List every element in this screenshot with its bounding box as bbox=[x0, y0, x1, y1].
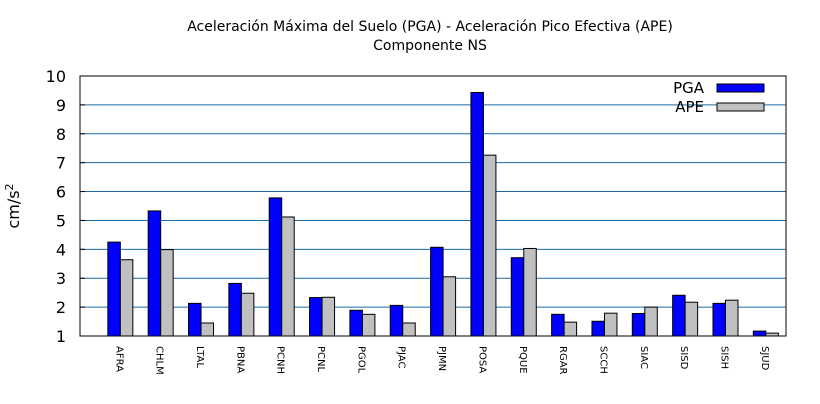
x-category-label: LTAL bbox=[194, 346, 205, 368]
bar-ape-scch bbox=[603, 312, 618, 337]
chart-title: Aceleración Máxima del Suelo (PGA) - Ace… bbox=[187, 19, 673, 35]
x-category-label: SISD bbox=[678, 346, 689, 370]
x-category-label: PJAC bbox=[396, 346, 407, 368]
bar-ape-sish bbox=[724, 299, 739, 337]
bar-pga-pjac bbox=[389, 304, 404, 337]
y-tick-label: 5 bbox=[56, 211, 66, 230]
legend-label-pga: PGA bbox=[673, 79, 705, 97]
bar-pga-pgol bbox=[349, 309, 363, 337]
bar-ape-ltal bbox=[200, 322, 215, 337]
legend-label-ape: APE bbox=[675, 98, 704, 116]
bar-ape-pjmn bbox=[442, 276, 457, 337]
x-category-label: SISH bbox=[718, 346, 729, 369]
bar-pga-sisd bbox=[672, 294, 686, 337]
bar-pga-chlm bbox=[147, 210, 162, 337]
bar-ape-pjac bbox=[402, 322, 416, 337]
plot-frame bbox=[79, 75, 787, 337]
x-category-label: PJMN bbox=[436, 346, 447, 371]
bar-ape-sisd bbox=[684, 301, 699, 337]
bar-ape-pcnl bbox=[321, 296, 336, 337]
bar-ape-posa bbox=[482, 154, 497, 337]
y-axis-label: cm/s2 bbox=[3, 183, 23, 228]
bar-pga-pcnl bbox=[309, 297, 323, 337]
bar-pga-ltal bbox=[188, 302, 202, 337]
bar-ape-pque bbox=[523, 247, 537, 337]
y-ticks: 1 2 3 4 5 6 7 8 9 10 bbox=[46, 67, 85, 346]
bar-pga-pcnh bbox=[268, 197, 283, 337]
y-axis-label-exponent: 2 bbox=[3, 183, 16, 190]
x-category-label: AFRA bbox=[113, 346, 124, 372]
y-tick-label: 7 bbox=[56, 154, 66, 173]
bar-pga-rgar bbox=[551, 313, 565, 337]
x-category-label: SJUD bbox=[759, 346, 770, 371]
bar-pga-pque bbox=[510, 257, 525, 337]
bar-ape-pbna bbox=[240, 292, 255, 337]
y-tick-label: 10 bbox=[46, 67, 66, 86]
chart-subtitle: Componente NS bbox=[373, 38, 487, 54]
y-tick-label: 1 bbox=[56, 327, 66, 346]
x-category-label: POSA bbox=[476, 346, 487, 373]
bar-ape-chlm bbox=[160, 249, 174, 337]
x-category-labels: AFRA CHLM LTAL PBNA PCNH PCNL PGOL PJAC PJMN POSA… bbox=[113, 346, 769, 375]
bar-pga-scch bbox=[591, 320, 605, 337]
x-category-label: PGOL bbox=[355, 346, 366, 374]
bar-pga-siac bbox=[631, 312, 646, 337]
x-category-label: PCNH bbox=[275, 346, 286, 374]
legend-swatch-ape bbox=[716, 102, 765, 112]
bar-pga-pbna bbox=[228, 282, 242, 337]
y-tick-label: 9 bbox=[56, 96, 66, 115]
x-category-label: SIAC bbox=[638, 346, 649, 369]
y-tick-label: 3 bbox=[56, 269, 66, 288]
y-axis-label-unit: cm/s bbox=[4, 190, 23, 228]
bar-ape-rgar bbox=[563, 321, 578, 337]
bar-ape-pgol bbox=[361, 313, 376, 337]
x-category-label: PBNA bbox=[234, 346, 245, 373]
bar-ape-siac bbox=[644, 306, 658, 337]
x-category-label: RGAR bbox=[557, 346, 568, 375]
bar-ape-pcnh bbox=[281, 216, 295, 337]
bars-layer bbox=[107, 91, 779, 337]
x-category-label: CHLM bbox=[154, 346, 165, 375]
x-category-label: PCNL bbox=[315, 346, 326, 372]
x-category-label: SCCH bbox=[597, 346, 608, 374]
bar-pga-afra bbox=[107, 241, 121, 337]
y-tick-label: 4 bbox=[56, 240, 66, 259]
y-tick-label: 2 bbox=[56, 298, 66, 317]
bar-ape-afra bbox=[119, 259, 134, 337]
bar-pga-sjud bbox=[752, 330, 767, 337]
bar-pga-sish bbox=[712, 302, 726, 337]
y-tick-label: 8 bbox=[56, 125, 66, 144]
legend-swatch-pga bbox=[716, 83, 765, 93]
y-tick-label: 6 bbox=[56, 183, 66, 202]
bar-pga-pjmn bbox=[430, 246, 444, 337]
bar-pga-posa bbox=[470, 91, 484, 337]
x-category-label: PQUE bbox=[517, 346, 528, 374]
